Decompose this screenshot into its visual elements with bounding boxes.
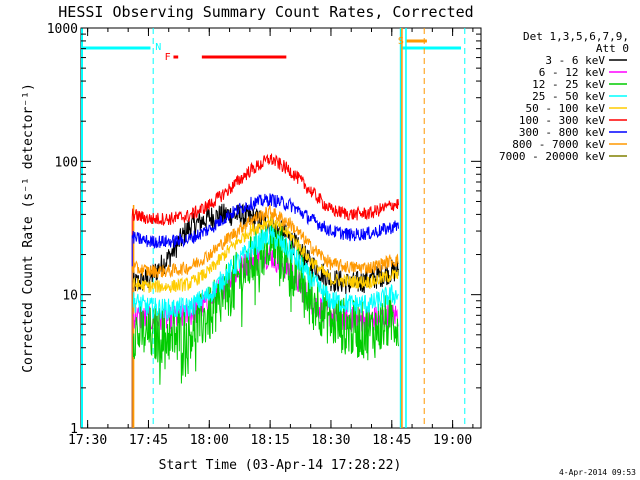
x-tick-label: 17:45 [129,433,168,448]
legend-header: Det 1,3,5,6,7,9, [523,30,629,43]
annotation-letter-f: F [165,52,171,63]
legend-label: 50 - 100 keV [526,102,606,115]
y-tick-label: 10 [62,289,78,304]
legend-label: 800 - 7000 keV [512,138,605,151]
legend-label: 300 - 800 keV [519,126,605,139]
legend-label: 100 - 300 keV [519,114,605,127]
axes-layer: 17:30 17:45 18:00 18:15 18:30 18:45 19:00 1 10 10… [47,22,481,448]
series-line-5 [131,153,399,428]
x-tick-label: 18:00 [190,433,229,448]
series-line-7 [131,204,399,428]
chart-title: HESSI Observing Summary Count Rates, Cor… [58,3,473,21]
series-line-3 [131,225,399,428]
legend-label: 6 - 12 keV [539,66,606,79]
series-line-4 [131,214,399,428]
orbit-lines: NF S [81,28,466,428]
x-tick-label: 18:45 [372,433,411,448]
annotation-letter-s: S [398,36,404,47]
annotation-letter-n: N [155,42,161,53]
series-line-6 [131,193,399,428]
y-tick-label: 100 [55,155,78,170]
y-tick-label: 1 [70,422,78,437]
x-tick-label: 19:00 [433,433,472,448]
legend-label: 12 - 25 keV [532,78,605,91]
y-axis-label: Corrected Count Rate (s⁻¹ detector⁻¹) [21,83,36,373]
legend-header: Att 0 [596,42,629,55]
legend-label: 7000 - 20000 keV [499,150,605,163]
x-tick-label: 18:30 [311,433,350,448]
x-tick-label: 18:15 [251,433,290,448]
legend-label: 3 - 6 keV [545,54,605,67]
legend-label: 25 - 50 keV [532,90,605,103]
y-tick-label: 1000 [47,22,78,37]
x-tick-label: 17:30 [68,433,107,448]
x-axis-label: Start Time (03-Apr-14 17:28:22) [159,458,402,473]
timestamp-label: 4-Apr-2014 09:53 [559,468,636,477]
series-layer [131,153,399,428]
